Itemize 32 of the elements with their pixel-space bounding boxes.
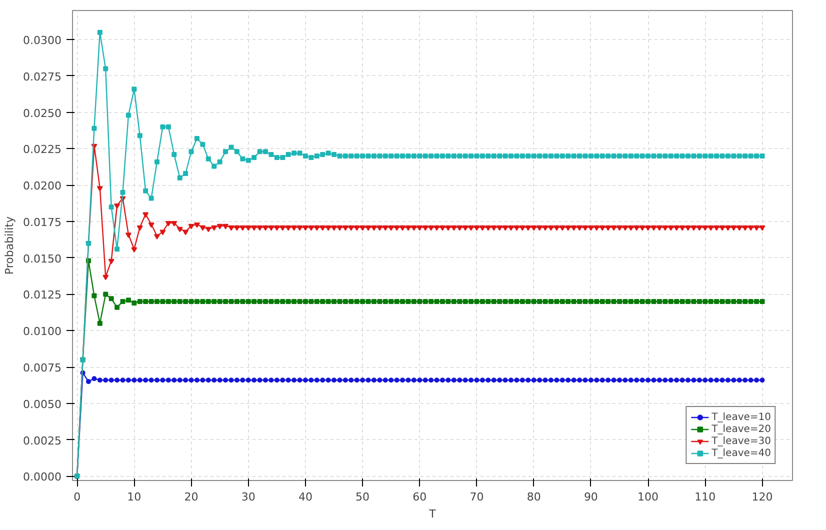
x-tick-label: 0 [74, 490, 81, 504]
legend-label: T_leave=20 [712, 423, 771, 435]
y-tick-label: 0.0025 [23, 434, 62, 448]
y-tick-label: 0.0075 [23, 362, 62, 374]
y-tick-label: 0.0175 [23, 216, 62, 229]
x-tick-label: 20 [184, 490, 198, 504]
legend-label: T_leave=10 [712, 411, 771, 423]
y-tick-label: 0.0100 [23, 325, 62, 338]
y-tick-label: 0.0300 [23, 34, 62, 48]
y-tick-label: 0.0050 [23, 398, 62, 411]
y-tick-label: 0.0225 [23, 143, 62, 156]
x-tick-label: 80 [526, 490, 541, 504]
y-tick-label: 0.0200 [23, 180, 62, 193]
x-tick-label: 120 [752, 490, 773, 504]
y-tick-label: 0.0275 [23, 70, 62, 84]
x-tick-label: 40 [298, 490, 312, 504]
x-axis-title: T [428, 508, 436, 520]
y-tick-label: 0.0150 [23, 252, 62, 266]
y-tick-label: 0.0000 [23, 470, 62, 484]
x-tick-label: 100 [638, 490, 659, 504]
x-tick-label: 110 [694, 490, 716, 504]
x-tick-label: 90 [584, 490, 598, 504]
x-tick-label: 60 [412, 490, 427, 504]
y-tick-label: 0.0125 [23, 288, 62, 302]
legend-label: T_leave=40 [712, 447, 771, 459]
x-tick-label: 70 [470, 490, 484, 504]
x-tick-label: 10 [127, 490, 142, 504]
y-axis-title: Probability [3, 216, 16, 275]
x-tick-label: 30 [241, 490, 256, 504]
legend-label: T_leave=30 [712, 435, 771, 447]
x-tick-label: 50 [356, 490, 370, 504]
y-tick-label: 0.0250 [23, 106, 62, 120]
